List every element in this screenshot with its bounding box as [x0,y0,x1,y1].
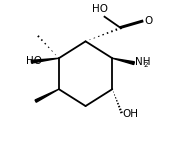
Text: O: O [144,16,153,26]
Text: 2: 2 [144,62,148,68]
Polygon shape [31,58,59,63]
Polygon shape [35,89,59,102]
Text: HO: HO [27,56,42,66]
Polygon shape [112,58,134,65]
Text: HO: HO [92,4,108,14]
Text: OH: OH [122,109,138,120]
Text: NH: NH [135,57,151,67]
